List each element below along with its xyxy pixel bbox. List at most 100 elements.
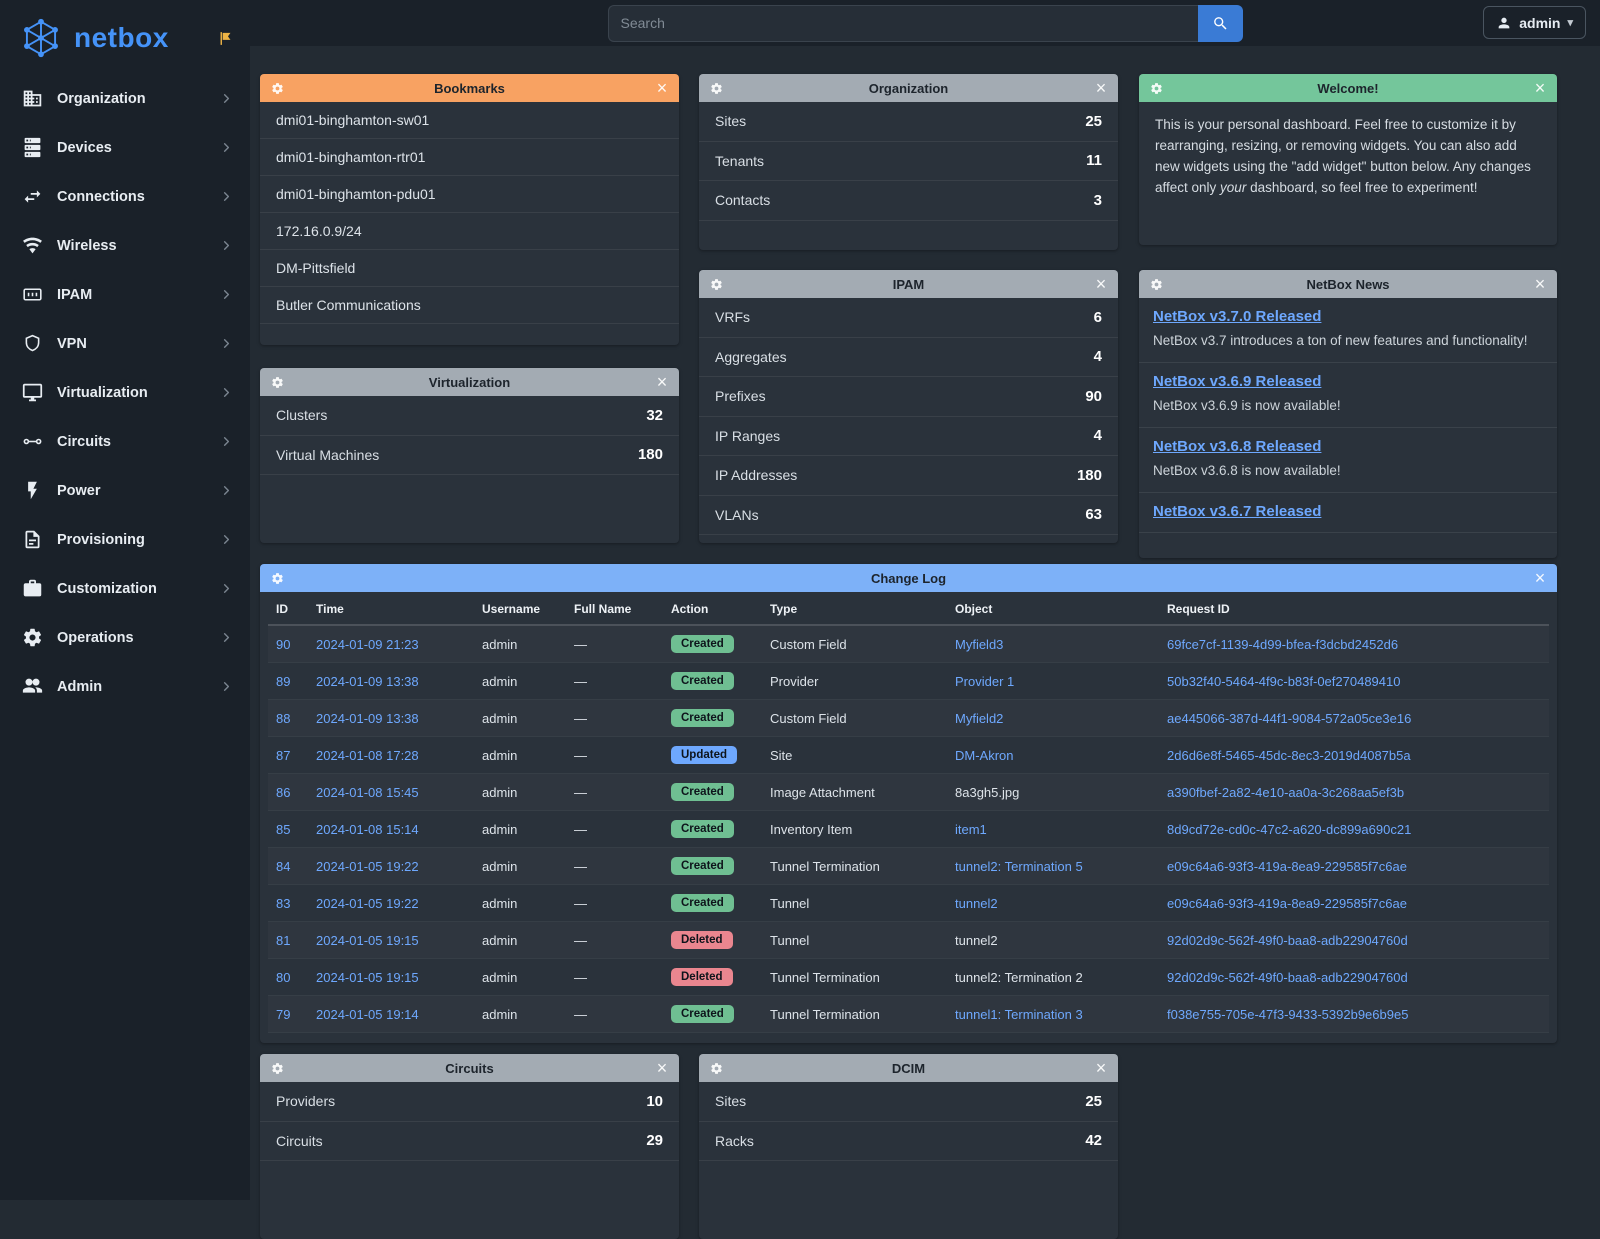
object-link[interactable]: tunnel1: Termination 3: [955, 1006, 1083, 1022]
close-icon[interactable]: ×: [1530, 274, 1550, 294]
changelog-id-link[interactable]: 85: [276, 821, 291, 837]
gear-icon[interactable]: [1146, 274, 1166, 294]
close-icon[interactable]: ×: [1091, 78, 1111, 98]
object-link[interactable]: DM-Akron: [955, 747, 1014, 763]
changelog-id-link[interactable]: 87: [276, 747, 291, 763]
stat-row-ip-ranges[interactable]: IP Ranges 4: [699, 417, 1118, 456]
gear-icon[interactable]: [706, 274, 726, 294]
request-id-link[interactable]: e09c64a6-93f3-419a-8ea9-229585f7c6ae: [1167, 858, 1407, 874]
stat-row-virtual-machines[interactable]: Virtual Machines 180: [260, 436, 679, 475]
stat-row-racks[interactable]: Racks 42: [699, 1122, 1118, 1161]
request-id-link[interactable]: f038e755-705e-47f3-9433-5392b9e6b9e5: [1167, 1006, 1409, 1022]
object-link[interactable]: Myfield2: [955, 710, 1004, 726]
sidebar-item-admin[interactable]: Admin: [0, 662, 250, 711]
request-id-link[interactable]: a390fbef-2a82-4e10-aa0a-3c268aa5ef3b: [1167, 784, 1405, 800]
gear-icon[interactable]: [267, 568, 287, 588]
stat-row-sites[interactable]: Sites 25: [699, 1082, 1118, 1122]
request-id-link[interactable]: 69fce7cf-1139-4d99-bfea-f3dcbd2452d6: [1167, 636, 1399, 652]
stat-row-ip-addresses[interactable]: IP Addresses 180: [699, 456, 1118, 496]
stat-row-providers[interactable]: Providers 10: [260, 1082, 679, 1122]
brand[interactable]: netbox: [0, 0, 250, 74]
bookmark-item[interactable]: dmi01-binghamton-sw01: [260, 102, 679, 139]
bookmark-item[interactable]: dmi01-binghamton-rtr01: [260, 139, 679, 176]
close-icon[interactable]: ×: [652, 372, 672, 392]
changelog-time-link[interactable]: 2024-01-08 17:28: [316, 747, 419, 763]
sidebar-item-wireless[interactable]: Wireless: [0, 221, 250, 270]
close-icon[interactable]: ×: [1530, 568, 1550, 588]
changelog-id-link[interactable]: 84: [276, 858, 291, 874]
request-id-link[interactable]: 92d02d9c-562f-49f0-baa8-adb22904760d: [1167, 932, 1408, 948]
gear-icon[interactable]: [706, 1058, 726, 1078]
object-link[interactable]: Provider 1: [955, 673, 1015, 689]
gear-icon[interactable]: [267, 1058, 287, 1078]
stat-row-clusters[interactable]: Clusters 32: [260, 396, 679, 436]
changelog-time-link[interactable]: 2024-01-05 19:22: [316, 895, 419, 911]
gear-icon[interactable]: [1146, 78, 1166, 98]
news-link[interactable]: NetBox v3.6.8 Released: [1153, 437, 1322, 455]
news-link[interactable]: NetBox v3.6.7 Released: [1153, 502, 1322, 520]
bookmark-item[interactable]: Butler Communications: [260, 287, 679, 324]
object-link[interactable]: tunnel2: Termination 5: [955, 858, 1083, 874]
changelog-time-link[interactable]: 2024-01-05 19:14: [316, 1006, 419, 1022]
stat-row-contacts[interactable]: Contacts 3: [699, 181, 1118, 221]
changelog-time-link[interactable]: 2024-01-05 19:15: [316, 932, 419, 948]
stat-row-sites[interactable]: Sites 25: [699, 102, 1118, 142]
changelog-time-link[interactable]: 2024-01-08 15:14: [316, 821, 419, 837]
sidebar-item-virtualization[interactable]: Virtualization: [0, 368, 250, 417]
request-id-link[interactable]: 8d9cd72e-cd0c-47c2-a620-dc899a690c21: [1167, 821, 1412, 837]
changelog-id-link[interactable]: 81: [276, 932, 291, 948]
object-link[interactable]: item1: [955, 821, 987, 837]
flag-icon[interactable]: [217, 30, 234, 47]
request-id-link[interactable]: ae445066-387d-44f1-9084-572a05ce3e16: [1167, 710, 1412, 726]
news-link[interactable]: NetBox v3.7.0 Released: [1153, 308, 1322, 325]
changelog-time-link[interactable]: 2024-01-05 19:22: [316, 858, 419, 874]
sidebar-item-devices[interactable]: Devices: [0, 123, 250, 172]
search-button[interactable]: [1197, 4, 1243, 42]
sidebar-item-customization[interactable]: Customization: [0, 564, 250, 613]
gear-icon[interactable]: [706, 78, 726, 98]
close-icon[interactable]: ×: [1091, 274, 1111, 294]
sidebar-item-power[interactable]: Power: [0, 466, 250, 515]
changelog-id-link[interactable]: 83: [276, 895, 291, 911]
close-icon[interactable]: ×: [1530, 78, 1550, 98]
stat-row-circuits[interactable]: Circuits 29: [260, 1122, 679, 1161]
changelog-time-link[interactable]: 2024-01-09 21:23: [316, 636, 419, 652]
changelog-id-link[interactable]: 90: [276, 636, 291, 652]
request-id-link[interactable]: 50b32f40-5464-4f9c-b83f-0ef270489410: [1167, 673, 1401, 689]
sidebar-item-organization[interactable]: Organization: [0, 74, 250, 123]
sidebar-item-vpn[interactable]: VPN: [0, 319, 250, 368]
stat-row-vlans[interactable]: VLANs 63: [699, 496, 1118, 535]
stat-row-prefixes[interactable]: Prefixes 90: [699, 377, 1118, 417]
changelog-id-link[interactable]: 89: [276, 673, 291, 689]
gear-icon[interactable]: [267, 78, 287, 98]
gear-icon[interactable]: [267, 372, 287, 392]
bookmark-item[interactable]: 172.16.0.9/24: [260, 213, 679, 250]
request-id-link[interactable]: 92d02d9c-562f-49f0-baa8-adb22904760d: [1167, 969, 1408, 985]
sidebar-item-operations[interactable]: Operations: [0, 613, 250, 662]
object-link[interactable]: tunnel2: [955, 895, 998, 911]
changelog-id-link[interactable]: 80: [276, 969, 291, 985]
bookmark-item[interactable]: dmi01-binghamton-pdu01: [260, 176, 679, 213]
request-id-link[interactable]: 2d6d6e8f-5465-45dc-8ec3-2019d4087b5a: [1167, 747, 1411, 763]
sidebar-item-ipam[interactable]: IPAM: [0, 270, 250, 319]
changelog-id-link[interactable]: 88: [276, 710, 291, 726]
bookmark-item[interactable]: DM-Pittsfield: [260, 250, 679, 287]
changelog-time-link[interactable]: 2024-01-05 19:15: [316, 969, 419, 985]
sidebar-item-circuits[interactable]: Circuits: [0, 417, 250, 466]
request-id-link[interactable]: e09c64a6-93f3-419a-8ea9-229585f7c6ae: [1167, 895, 1407, 911]
object-link[interactable]: Myfield3: [955, 636, 1004, 652]
search-input[interactable]: [607, 4, 1198, 42]
close-icon[interactable]: ×: [1091, 1058, 1111, 1078]
user-menu-button[interactable]: admin ▾: [1483, 6, 1586, 39]
changelog-id-link[interactable]: 79: [276, 1006, 291, 1022]
stat-row-vrfs[interactable]: VRFs 6: [699, 298, 1118, 338]
stat-row-tenants[interactable]: Tenants 11: [699, 142, 1118, 181]
stat-row-aggregates[interactable]: Aggregates 4: [699, 338, 1118, 377]
close-icon[interactable]: ×: [652, 1058, 672, 1078]
changelog-id-link[interactable]: 86: [276, 784, 291, 800]
sidebar-item-connections[interactable]: Connections: [0, 172, 250, 221]
changelog-time-link[interactable]: 2024-01-09 13:38: [316, 710, 419, 726]
close-icon[interactable]: ×: [652, 78, 672, 98]
changelog-time-link[interactable]: 2024-01-08 15:45: [316, 784, 419, 800]
sidebar-item-provisioning[interactable]: Provisioning: [0, 515, 250, 564]
